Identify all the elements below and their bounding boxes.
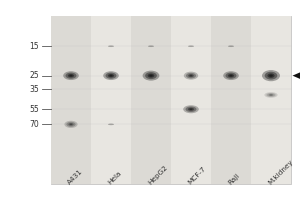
- Text: MCF-7: MCF-7: [187, 166, 207, 186]
- Ellipse shape: [265, 72, 277, 80]
- Ellipse shape: [68, 74, 74, 77]
- Ellipse shape: [228, 45, 234, 47]
- Bar: [251, 16, 291, 184]
- Ellipse shape: [108, 45, 114, 47]
- Text: A431: A431: [67, 168, 84, 186]
- Ellipse shape: [70, 124, 72, 125]
- Ellipse shape: [223, 71, 239, 80]
- Ellipse shape: [66, 122, 76, 127]
- Ellipse shape: [106, 73, 116, 79]
- Ellipse shape: [269, 75, 273, 77]
- Ellipse shape: [148, 45, 154, 47]
- Text: 55: 55: [29, 105, 39, 114]
- Ellipse shape: [264, 92, 278, 98]
- Text: 15: 15: [29, 42, 39, 51]
- Text: 25: 25: [29, 71, 39, 80]
- Ellipse shape: [266, 93, 276, 97]
- Ellipse shape: [188, 74, 194, 77]
- Ellipse shape: [183, 105, 199, 113]
- Ellipse shape: [188, 45, 194, 47]
- Ellipse shape: [226, 73, 236, 79]
- Bar: [211, 16, 251, 184]
- Text: HepG2: HepG2: [147, 164, 169, 186]
- Text: Hela: Hela: [107, 170, 123, 186]
- Ellipse shape: [268, 94, 274, 96]
- Text: 35: 35: [29, 85, 39, 94]
- Ellipse shape: [148, 74, 154, 78]
- Ellipse shape: [65, 73, 76, 79]
- Ellipse shape: [142, 71, 159, 81]
- Ellipse shape: [270, 94, 272, 96]
- Ellipse shape: [63, 71, 79, 80]
- Ellipse shape: [188, 108, 194, 111]
- Ellipse shape: [108, 124, 114, 125]
- Bar: [51, 16, 291, 184]
- Ellipse shape: [189, 108, 193, 110]
- Bar: [51, 16, 91, 184]
- Ellipse shape: [103, 71, 119, 80]
- Text: M.kidney: M.kidney: [267, 159, 294, 186]
- Ellipse shape: [184, 72, 198, 80]
- Ellipse shape: [149, 75, 153, 77]
- Ellipse shape: [228, 74, 234, 77]
- Polygon shape: [292, 72, 300, 79]
- Bar: [91, 16, 131, 184]
- Text: Raji: Raji: [227, 172, 240, 186]
- Ellipse shape: [68, 123, 74, 126]
- Text: 70: 70: [29, 120, 39, 129]
- Ellipse shape: [230, 75, 232, 77]
- Ellipse shape: [262, 70, 280, 81]
- Ellipse shape: [145, 72, 157, 79]
- Ellipse shape: [64, 121, 78, 128]
- Ellipse shape: [190, 75, 192, 76]
- Ellipse shape: [186, 73, 196, 78]
- Ellipse shape: [267, 73, 274, 78]
- Ellipse shape: [69, 75, 73, 77]
- Bar: [171, 16, 211, 184]
- Ellipse shape: [110, 75, 112, 77]
- Bar: [131, 16, 171, 184]
- Ellipse shape: [185, 106, 197, 112]
- Ellipse shape: [108, 74, 114, 77]
